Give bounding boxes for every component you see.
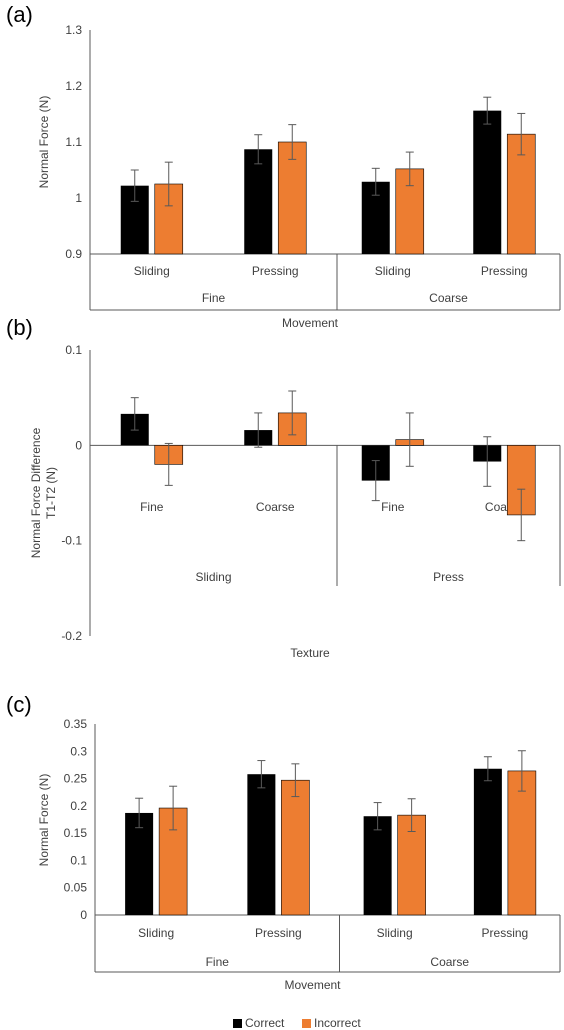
panel-label: (a): [6, 2, 33, 27]
group-label: Coarse: [430, 955, 469, 969]
y-tick-label: -0.2: [61, 629, 82, 643]
bar-correct: [244, 149, 273, 254]
y-tick-label: 0: [80, 908, 87, 922]
y-tick-label: 0.1: [65, 343, 82, 357]
chart-panels: (a) 0.9 1 1.1 1.2 1.3 Sliding Pressing Sliding Pr…: [6, 2, 561, 992]
y-tick-label: 1: [75, 191, 82, 205]
y-tick-label: 0: [75, 438, 82, 452]
group-label: Fine: [206, 955, 230, 969]
y-tick-label: 1.1: [65, 135, 82, 149]
group-label: Sliding: [195, 570, 231, 584]
x-axis-title: Movement: [282, 316, 339, 330]
legend: Correct Incorrect: [233, 1016, 361, 1030]
y-axis-title: Normal Force (N): [37, 774, 51, 867]
x-axis-title: Movement: [284, 978, 341, 992]
y-tick-label: 0.35: [64, 717, 88, 731]
category-label: Fine: [140, 500, 164, 514]
bar-correct: [473, 110, 502, 254]
group-label: Coarse: [429, 291, 468, 305]
category-label: Fine: [381, 500, 405, 514]
y-axis-title-line: T1-T2 (N): [44, 467, 58, 519]
y-tick-label: 0.2: [70, 799, 87, 813]
chart-panel-c: (c) 0 0.05 0.1 0.15 0.2 0.25 0.3 0.35 Sliding Pres…: [6, 692, 561, 992]
bar-correct: [363, 816, 392, 915]
category-label: Sliding: [138, 926, 174, 940]
bar-incorrect: [281, 779, 310, 916]
y-axis-title: Normal Force DifferenceT1-T2 (N): [29, 427, 58, 558]
panel-label: (b): [6, 315, 33, 340]
legend-label-correct: Correct: [245, 1016, 285, 1030]
y-tick-label: 1.3: [65, 23, 82, 37]
category-label: Pressing: [481, 264, 528, 278]
chart-panel-a: (a) 0.9 1 1.1 1.2 1.3 Sliding Pressing Sliding Pr…: [6, 2, 561, 330]
y-tick-label: 0.1: [70, 853, 87, 867]
group-label: Fine: [202, 291, 226, 305]
y-tick-label: 0.3: [70, 744, 87, 758]
bar-correct: [247, 774, 276, 915]
legend-label-incorrect: Incorrect: [314, 1016, 361, 1030]
y-tick-label: 1.2: [65, 79, 82, 93]
y-tick-label: 0.25: [64, 772, 88, 786]
y-tick-label: 0.05: [64, 881, 88, 895]
y-tick-label: -0.1: [61, 534, 82, 548]
category-label: Pressing: [255, 926, 302, 940]
y-axis-title-line: Normal Force Difference: [29, 427, 43, 558]
group-label: Press: [433, 570, 464, 584]
y-tick-label: 0.9: [65, 247, 82, 261]
category-label: Sliding: [377, 926, 413, 940]
panel-label: (c): [6, 692, 32, 717]
bar-incorrect: [507, 770, 537, 916]
y-axis-title: Normal Force (N): [37, 96, 51, 189]
bar-incorrect: [277, 141, 307, 255]
legend-swatch-incorrect: [302, 1019, 311, 1028]
category-label: Pressing: [252, 264, 299, 278]
category-label: Coarse: [256, 500, 295, 514]
bar-correct: [473, 768, 502, 915]
category-label: Pressing: [482, 926, 529, 940]
category-label: Sliding: [134, 264, 170, 278]
y-tick-label: 0.15: [64, 826, 88, 840]
x-axis-title: Texture: [290, 646, 330, 660]
legend-swatch-correct: [233, 1019, 242, 1028]
bar-correct: [125, 812, 154, 915]
category-label: Sliding: [375, 264, 411, 278]
